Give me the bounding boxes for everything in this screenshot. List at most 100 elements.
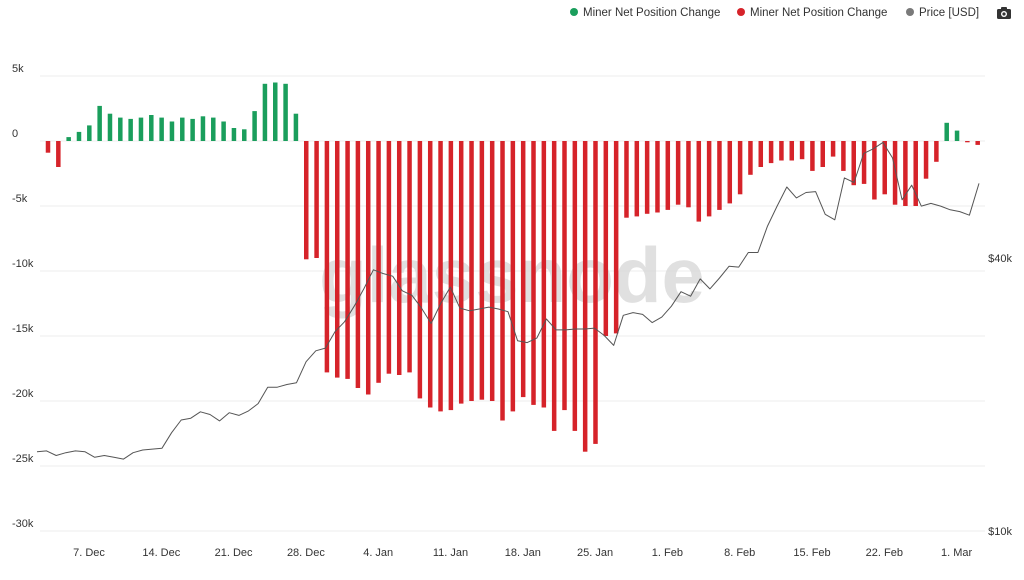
camera-icon[interactable] [997,7,1011,19]
bar [675,141,681,205]
camera-top [1001,7,1007,10]
bar [479,141,485,400]
bar [97,105,102,141]
legend: Miner Net Position Change Miner Net Posi… [570,7,979,19]
bar [717,141,722,210]
x-tick-label: 18. Jan [505,547,541,559]
bar [200,116,206,141]
bar [551,141,557,431]
camera-lens-inner [1002,12,1006,16]
bar [944,122,949,141]
bar [820,141,825,167]
bar [365,141,371,395]
bar [665,141,671,210]
x-tick-label: 25. Jan [577,547,613,559]
legend-label: Price [USD] [919,7,979,19]
x-tick-label: 4. Jan [363,547,393,559]
bar [706,141,712,217]
bar [696,141,702,222]
bar [211,117,216,141]
bar [376,141,381,383]
y-tick-label: -10k [12,258,34,270]
bar [531,141,536,405]
x-tick-label: 22. Feb [866,547,903,559]
bar [149,115,154,141]
bar [851,141,856,186]
bar [500,141,505,421]
bar [541,141,547,408]
y-tick-label: -25k [12,453,34,465]
bar [582,141,588,452]
x-tick-label: 15. Feb [793,547,830,559]
x-tick-label: 1. Feb [652,547,683,559]
bar [159,117,164,141]
bar [293,113,299,141]
bar [417,141,423,399]
bar [386,141,392,374]
bar [644,141,650,214]
bar [273,82,278,141]
bar [180,117,185,141]
x-tick-label: 14. Dec [142,547,180,559]
x-tick-label: 21. Dec [215,547,253,559]
bar [872,141,877,200]
legend-item-price[interactable]: Price [USD] [906,7,979,19]
bar [87,125,92,141]
bar [242,129,247,141]
bar [572,141,578,431]
bar [861,141,867,184]
bar [169,121,175,141]
legend-item-green[interactable]: Miner Net Position Change [570,7,720,19]
bar [624,141,629,218]
bar [314,141,319,258]
bar [355,141,361,388]
legend-dot-red-icon [737,8,745,16]
y-tick-label: 5k [12,63,24,75]
bar [128,118,133,141]
x-tick-label: 28. Dec [287,547,325,559]
bar [334,141,340,378]
x-tick-label: 7. Dec [73,547,105,559]
bar [396,141,402,375]
bar [613,141,619,334]
bar [965,141,970,143]
y-tick-label: -20k [12,388,34,400]
y-tick-label: -15k [12,323,34,335]
bar [56,141,61,167]
bar [45,141,51,153]
legend-dot-green-icon [570,8,578,16]
bar [304,141,309,260]
bar [923,141,929,179]
axes: 5k 0 -5k -10k -15k -20k -25k -30k $40k $10k 7. Dec… [12,63,1012,559]
x-tick-label: 11. Jan [433,547,468,559]
bar [520,141,526,398]
bar [934,141,939,162]
bar [655,141,660,213]
price-series [36,141,980,460]
bar [76,131,82,141]
x-tick-label: 1. Mar [941,547,973,559]
bar [324,141,330,373]
bar [138,117,144,141]
legend-label: Miner Net Position Change [583,7,720,19]
bar [882,141,887,195]
bar [118,117,123,141]
bar [810,141,815,171]
bar [107,113,113,141]
bar [66,137,71,141]
bar [758,141,764,167]
bar [283,83,288,141]
bar [892,141,898,205]
bar [231,128,237,141]
bar [469,141,474,401]
legend-dot-grey-icon [906,8,914,16]
y-tick-label: -5k [12,193,28,205]
bar [686,141,691,208]
bar [448,141,454,411]
bar [975,141,980,145]
bar [779,141,784,161]
legend-item-red[interactable]: Miner Net Position Change [737,7,887,19]
y2-tick-label: $40k [988,253,1012,265]
